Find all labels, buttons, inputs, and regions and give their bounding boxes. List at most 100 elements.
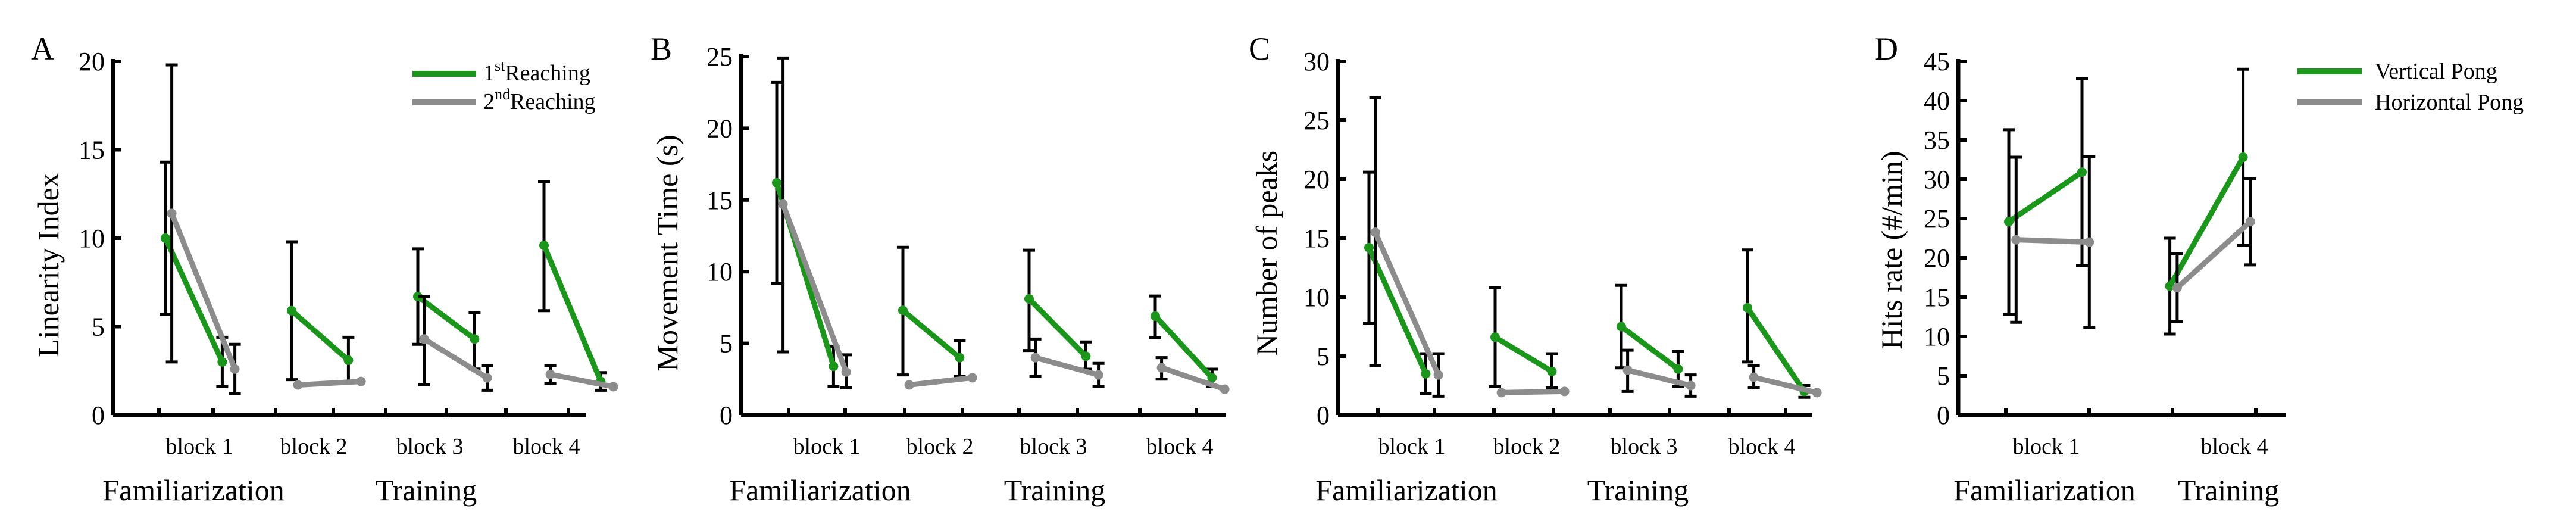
panel-c-1st-reaching-point-2-0 xyxy=(1617,322,1626,332)
panel-c-axes: 0 5 10 15 20 25 30 xyxy=(1303,47,1812,430)
panel-d-horizontal-pong-point-0-1 xyxy=(2084,237,2094,247)
panel-d-legend: Vertical Pong Horizontal Pong xyxy=(2297,59,2524,115)
panel-a-1st-reaching-point-1-0 xyxy=(287,305,296,316)
panel-a: A Linearity Index 0 5 10 15 20 block 1 block… xyxy=(31,31,618,507)
panel-b-1st-reaching-point-1-0 xyxy=(898,305,908,316)
panel-a-1st-reaching-line-1 xyxy=(290,308,351,363)
panel-c-letter: C xyxy=(1249,31,1270,67)
panel-c-1st-reaching-line-1 xyxy=(1493,335,1553,374)
panel-c: C Number of peaks 0 5 10 15 20 25 30 block 1 b… xyxy=(1249,31,1822,507)
panel-c-2nd-reaching-point-0-1 xyxy=(1433,370,1443,380)
panel-a-1st-reaching-point-0-1 xyxy=(217,357,227,367)
panel-c-y-tick-label-0: 0 xyxy=(1317,401,1330,430)
panel-a-ylabel: Linearity Index xyxy=(32,173,65,357)
legend-label-1st-reaching: 1stReaching xyxy=(483,57,590,86)
panel-d-phase-training: Training xyxy=(2178,473,2279,507)
panel-c-y-tick-label-10: 10 xyxy=(1303,283,1330,312)
panel-c-y-tick-label-30: 30 xyxy=(1303,47,1330,76)
panel-d-y-tick-label-20: 20 xyxy=(1924,244,1950,273)
panel-d-y-tick-label-45: 45 xyxy=(1924,47,1950,76)
panel-b-y-tick-label-20: 20 xyxy=(706,114,733,143)
panel-c-y-tick-label-15: 15 xyxy=(1303,224,1330,253)
panel-a-2nd-reaching-point-2-1 xyxy=(482,373,492,383)
panel-c-2nd-reaching-line-3 xyxy=(1753,375,1818,395)
panel-b-2nd-reaching-point-3-1 xyxy=(1220,384,1230,394)
panel-c-1st-reaching-point-2-1 xyxy=(1673,364,1683,374)
panel-a-2nd-reaching-point-2-0 xyxy=(419,334,429,344)
panel-b-phase-familiarization: Familiarization xyxy=(729,473,911,507)
panel-d-vertical-pong-line-0 xyxy=(2007,170,2084,224)
panel-b-y-tick-label-5: 5 xyxy=(720,329,733,358)
panel-b-2nd-reaching-point-1-0 xyxy=(904,380,914,390)
panel-a-y-tick-label-5: 5 xyxy=(92,313,105,342)
panel-a-2nd-reaching-point-0-1 xyxy=(230,364,240,374)
panel-b-1st-reaching-point-3-0 xyxy=(1151,311,1160,321)
panel-d-vertical-pong-point-1-1 xyxy=(2238,152,2248,163)
panel-b-2nd-reaching-point-1-1 xyxy=(967,373,977,383)
panel-b-2nd-reaching-point-0-0 xyxy=(778,199,788,210)
panel-b-2nd-reaching-line-1 xyxy=(909,375,973,388)
panel-b-1st-reaching-point-0-0 xyxy=(772,177,781,188)
panel-c-2nd-reaching-line-1 xyxy=(1501,388,1565,395)
panel-c-2nd-reaching-point-3-1 xyxy=(1812,388,1822,398)
panel-c-ylabel: Number of peaks xyxy=(1250,151,1283,355)
panel-c-2nd-reaching-point-1-0 xyxy=(1496,388,1506,398)
panel-a-1st-reaching-line-2 xyxy=(416,294,477,341)
panel-d-horizontal-pong-point-1-1 xyxy=(2245,217,2255,227)
panel-a-1st-reaching-point-1-1 xyxy=(343,355,354,365)
panel-b-1st-reaching-point-0-1 xyxy=(829,361,839,372)
panel-b-axes: 0 5 10 15 20 25 xyxy=(706,42,1226,430)
panel-c-y-tick-label-20: 20 xyxy=(1303,165,1330,194)
legend-label-2nd-reaching: 2ndReaching xyxy=(483,86,596,114)
panel-c-2nd-reaching-point-2-0 xyxy=(1622,365,1633,375)
panel-a-2nd-reaching-line-0 xyxy=(169,212,237,370)
panel-c-2nd-reaching-point-0-0 xyxy=(1370,227,1380,238)
panel-b-1st-reaching-point-1-1 xyxy=(955,353,965,363)
panel-b-y-tick-label-0: 0 xyxy=(720,401,733,430)
panel-c-1st-reaching-point-1-1 xyxy=(1547,366,1557,376)
panel-b-block-label-3: block 3 xyxy=(1020,434,1087,459)
panel-d-vertical-pong-point-0-0 xyxy=(2004,217,2014,227)
panel-b-2nd-reaching-line-2 xyxy=(1034,355,1099,378)
panel-b-phase-training: Training xyxy=(1004,473,1105,507)
panel-b-letter: B xyxy=(651,31,672,67)
panel-b-y-tick-label-25: 25 xyxy=(706,42,733,71)
panel-a-legend: 1stReaching 2ndReaching xyxy=(412,57,596,114)
panel-a-y-tick-label-0: 0 xyxy=(92,401,105,430)
panel-c-marks xyxy=(1363,96,1822,399)
panel-b-2nd-reaching-line-3 xyxy=(1161,365,1226,392)
panel-d-phase-familiarization: Familiarization xyxy=(1953,473,2135,507)
panel-a-2nd-reaching-point-3-0 xyxy=(545,369,555,379)
panel-b-2nd-reaching-point-3-0 xyxy=(1156,363,1167,373)
panel-d-vertical-pong-line-1 xyxy=(2167,155,2246,288)
panel-c-1st-reaching-point-3-0 xyxy=(1743,302,1752,313)
panel-a-block-label-2: block 2 xyxy=(280,434,348,459)
panel-c-1st-reaching-line-2 xyxy=(1620,324,1680,372)
panel-c-2nd-reaching-line-0 xyxy=(1373,231,1441,376)
panel-a-marks xyxy=(160,63,618,395)
panel-b-y-tick-label-15: 15 xyxy=(706,186,733,215)
panel-b-ylabel: Movement Time (s) xyxy=(651,135,684,371)
panel-b-1st-reaching-point-3-1 xyxy=(1207,373,1217,383)
panel-d-y-tick-label-40: 40 xyxy=(1924,86,1950,116)
panel-c-1st-reaching-point-0-1 xyxy=(1421,369,1431,379)
panel-a-block-label-3: block 3 xyxy=(396,434,464,459)
panel-a-1st-reaching-point-2-0 xyxy=(413,292,423,302)
panel-b-marks xyxy=(771,56,1230,394)
panel-a-phase-familiarization: Familiarization xyxy=(102,473,284,507)
panel-a-2nd-reaching-line-3 xyxy=(549,372,614,389)
panel-d-block-label-4: block 4 xyxy=(2201,434,2268,459)
panel-c-1st-reaching-line-0 xyxy=(1366,246,1428,375)
panel-b-2nd-reaching-point-2-0 xyxy=(1030,353,1040,363)
panel-a-2nd-reaching-point-1-0 xyxy=(293,380,303,390)
panel-d-y-tick-label-15: 15 xyxy=(1924,283,1950,312)
panel-c-1st-reaching-line-3 xyxy=(1745,306,1807,393)
panel-d-horizontal-pong-line-1 xyxy=(2175,219,2252,290)
panel-a-1st-reaching-line-0 xyxy=(162,237,225,363)
panel-a-2nd-reaching-point-1-1 xyxy=(356,376,366,386)
panel-b-2nd-reaching-point-0-1 xyxy=(841,367,851,377)
panel-c-phase-familiarization: Familiarization xyxy=(1315,473,1497,507)
panel-d-horizontal-pong-line-0 xyxy=(2016,237,2090,245)
panel-b-2nd-reaching-line-0 xyxy=(780,203,849,373)
